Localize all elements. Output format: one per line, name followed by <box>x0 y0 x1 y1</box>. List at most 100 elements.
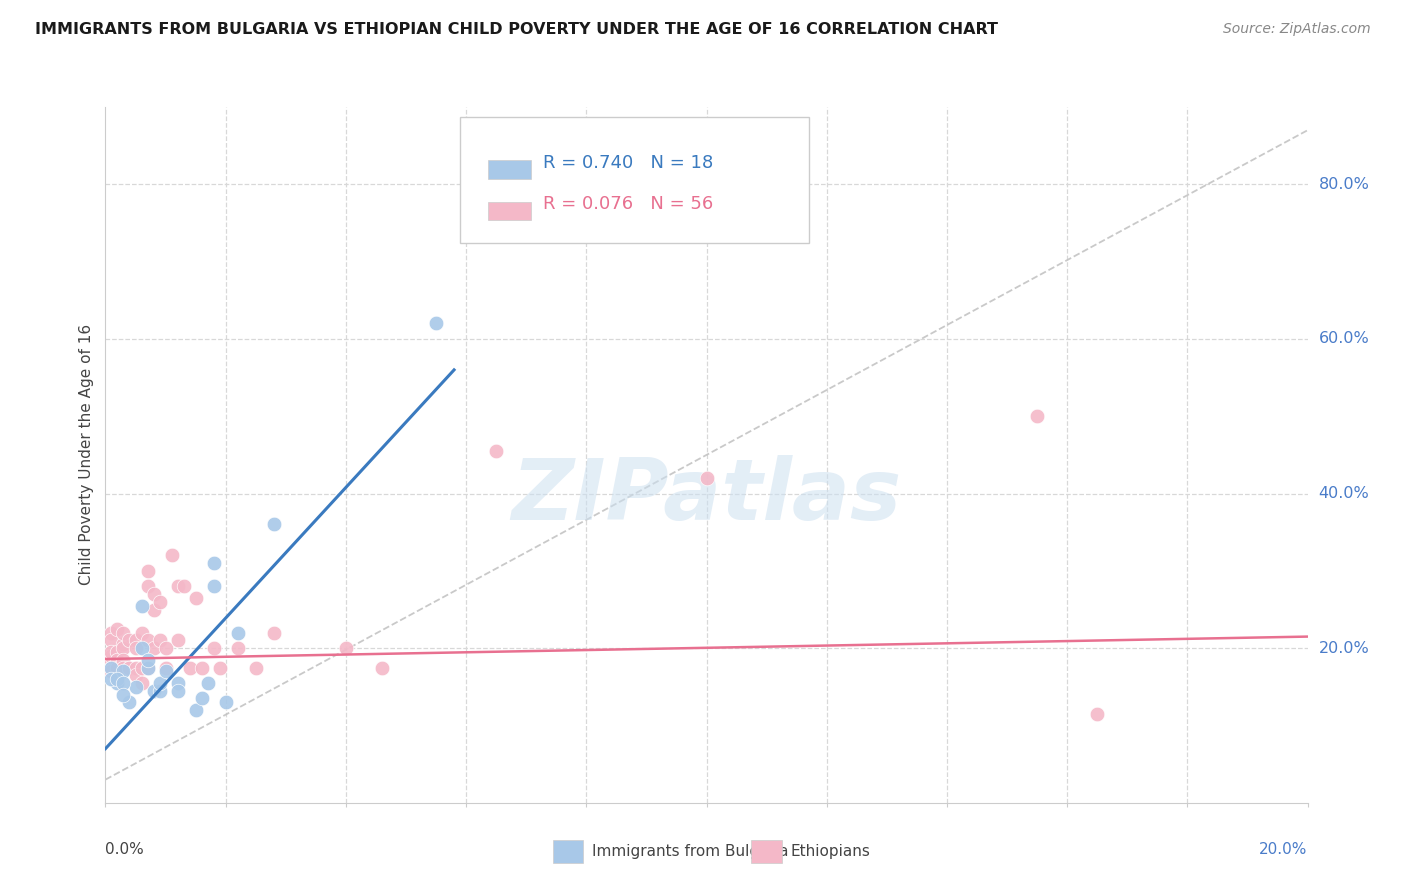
Point <box>112 625 135 640</box>
Y-axis label: Child Poverty Under the Age of 16: Child Poverty Under the Age of 16 <box>79 325 94 585</box>
Point <box>335 641 357 656</box>
Point <box>155 641 177 656</box>
Point <box>226 641 249 656</box>
Point <box>142 587 165 601</box>
Point <box>190 691 212 706</box>
Point <box>118 660 141 674</box>
Text: Immigrants from Bulgaria: Immigrants from Bulgaria <box>592 845 789 859</box>
Point <box>173 579 195 593</box>
Point <box>136 660 159 674</box>
Text: 80.0%: 80.0% <box>1319 177 1369 192</box>
Point <box>112 665 135 679</box>
Point <box>107 672 129 686</box>
Point <box>112 641 135 656</box>
FancyBboxPatch shape <box>460 118 808 243</box>
Point <box>142 602 165 616</box>
FancyBboxPatch shape <box>488 161 531 178</box>
Point <box>107 676 129 690</box>
Point <box>100 660 122 674</box>
Point <box>112 660 135 674</box>
Point <box>1026 409 1049 424</box>
Point <box>202 579 225 593</box>
Point <box>202 641 225 656</box>
Point <box>136 660 159 674</box>
Point <box>131 660 153 674</box>
Point <box>100 653 122 667</box>
Point <box>131 676 153 690</box>
Text: 20.0%: 20.0% <box>1319 640 1369 656</box>
Point <box>124 668 146 682</box>
Point <box>131 599 153 613</box>
Point <box>131 625 153 640</box>
Point <box>118 633 141 648</box>
Point <box>485 444 508 458</box>
Point <box>124 633 146 648</box>
Point <box>155 660 177 674</box>
Point <box>696 471 718 485</box>
Point <box>202 556 225 570</box>
Point <box>166 633 188 648</box>
Point <box>148 676 170 690</box>
Point <box>166 579 188 593</box>
Point <box>166 676 188 690</box>
Text: ZIPatlas: ZIPatlas <box>512 455 901 538</box>
Text: 40.0%: 40.0% <box>1319 486 1369 501</box>
Point <box>100 660 122 674</box>
Point <box>136 653 159 667</box>
Text: 60.0%: 60.0% <box>1319 332 1369 346</box>
Point <box>263 517 285 532</box>
Point <box>136 564 159 578</box>
Point <box>118 695 141 709</box>
Point <box>179 660 201 674</box>
Point <box>148 683 170 698</box>
Point <box>166 683 188 698</box>
Point <box>263 625 285 640</box>
Point <box>184 703 207 717</box>
Point <box>142 683 165 698</box>
Point <box>100 672 122 686</box>
Point <box>136 633 159 648</box>
Point <box>1085 706 1108 721</box>
Point <box>425 317 447 331</box>
Point <box>160 549 183 563</box>
Text: 0.0%: 0.0% <box>105 842 145 856</box>
Point <box>124 641 146 656</box>
Point <box>107 660 129 674</box>
Point <box>142 641 165 656</box>
Point <box>107 653 129 667</box>
Point <box>208 660 231 674</box>
Point <box>155 665 177 679</box>
Point <box>245 660 267 674</box>
Text: Source: ZipAtlas.com: Source: ZipAtlas.com <box>1223 22 1371 37</box>
Point <box>118 660 141 674</box>
Point <box>100 648 122 663</box>
Point <box>100 633 122 648</box>
Point <box>100 665 122 679</box>
Point <box>148 633 170 648</box>
Point <box>131 641 153 656</box>
Point <box>100 653 122 667</box>
Point <box>190 660 212 674</box>
Point <box>112 676 135 690</box>
Point <box>371 660 394 674</box>
Point <box>124 660 146 674</box>
Text: 20.0%: 20.0% <box>1260 842 1308 856</box>
Point <box>197 676 219 690</box>
Point <box>148 595 170 609</box>
Text: R = 0.076   N = 56: R = 0.076 N = 56 <box>543 195 713 213</box>
Point <box>100 645 122 659</box>
Point <box>136 579 159 593</box>
FancyBboxPatch shape <box>488 202 531 220</box>
Point <box>112 653 135 667</box>
Point <box>184 591 207 605</box>
Point <box>112 688 135 702</box>
Point <box>226 625 249 640</box>
Point <box>214 695 236 709</box>
Text: Ethiopians: Ethiopians <box>790 845 870 859</box>
Text: IMMIGRANTS FROM BULGARIA VS ETHIOPIAN CHILD POVERTY UNDER THE AGE OF 16 CORRELAT: IMMIGRANTS FROM BULGARIA VS ETHIOPIAN CH… <box>35 22 998 37</box>
Point <box>107 622 129 636</box>
Text: R = 0.740   N = 18: R = 0.740 N = 18 <box>543 153 713 171</box>
Point <box>112 637 135 651</box>
Point <box>124 680 146 694</box>
Point <box>100 625 122 640</box>
